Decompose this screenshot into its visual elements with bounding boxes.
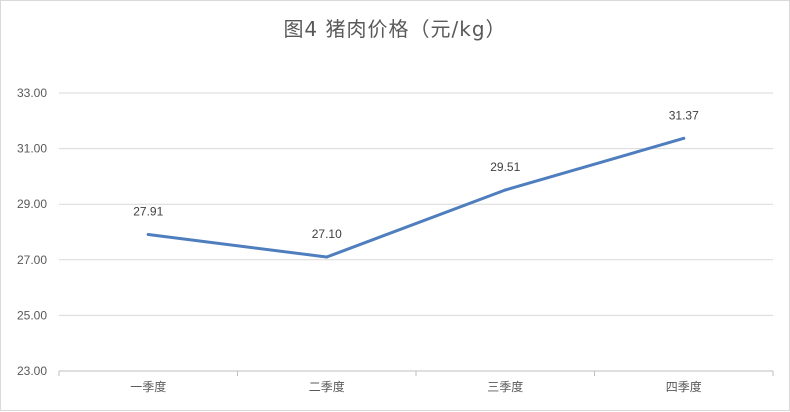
x-tick-label: 四季度 <box>666 379 702 394</box>
y-tick-label: 27.00 <box>17 253 47 267</box>
x-tick-label: 一季度 <box>130 379 166 394</box>
y-tick-label: 23.00 <box>17 364 47 378</box>
y-tick-label: 33.00 <box>17 86 47 100</box>
series-line <box>146 136 686 259</box>
x-tick-label: 二季度 <box>309 379 345 394</box>
data-label: 27.10 <box>312 227 342 241</box>
y-tick-label: 31.00 <box>17 142 47 156</box>
y-tick-label: 25.00 <box>17 308 47 322</box>
data-point <box>682 136 686 140</box>
data-point <box>146 233 150 237</box>
data-label: 31.37 <box>669 108 699 122</box>
data-point <box>503 188 507 192</box>
x-tick-label: 三季度 <box>487 379 523 394</box>
chart-title: 图4 猪肉价格（元/kg） <box>283 17 507 41</box>
data-label: 27.91 <box>133 205 163 219</box>
data-label: 29.51 <box>490 160 520 174</box>
data-point <box>325 255 329 259</box>
y-tick-label: 29.00 <box>17 197 47 211</box>
